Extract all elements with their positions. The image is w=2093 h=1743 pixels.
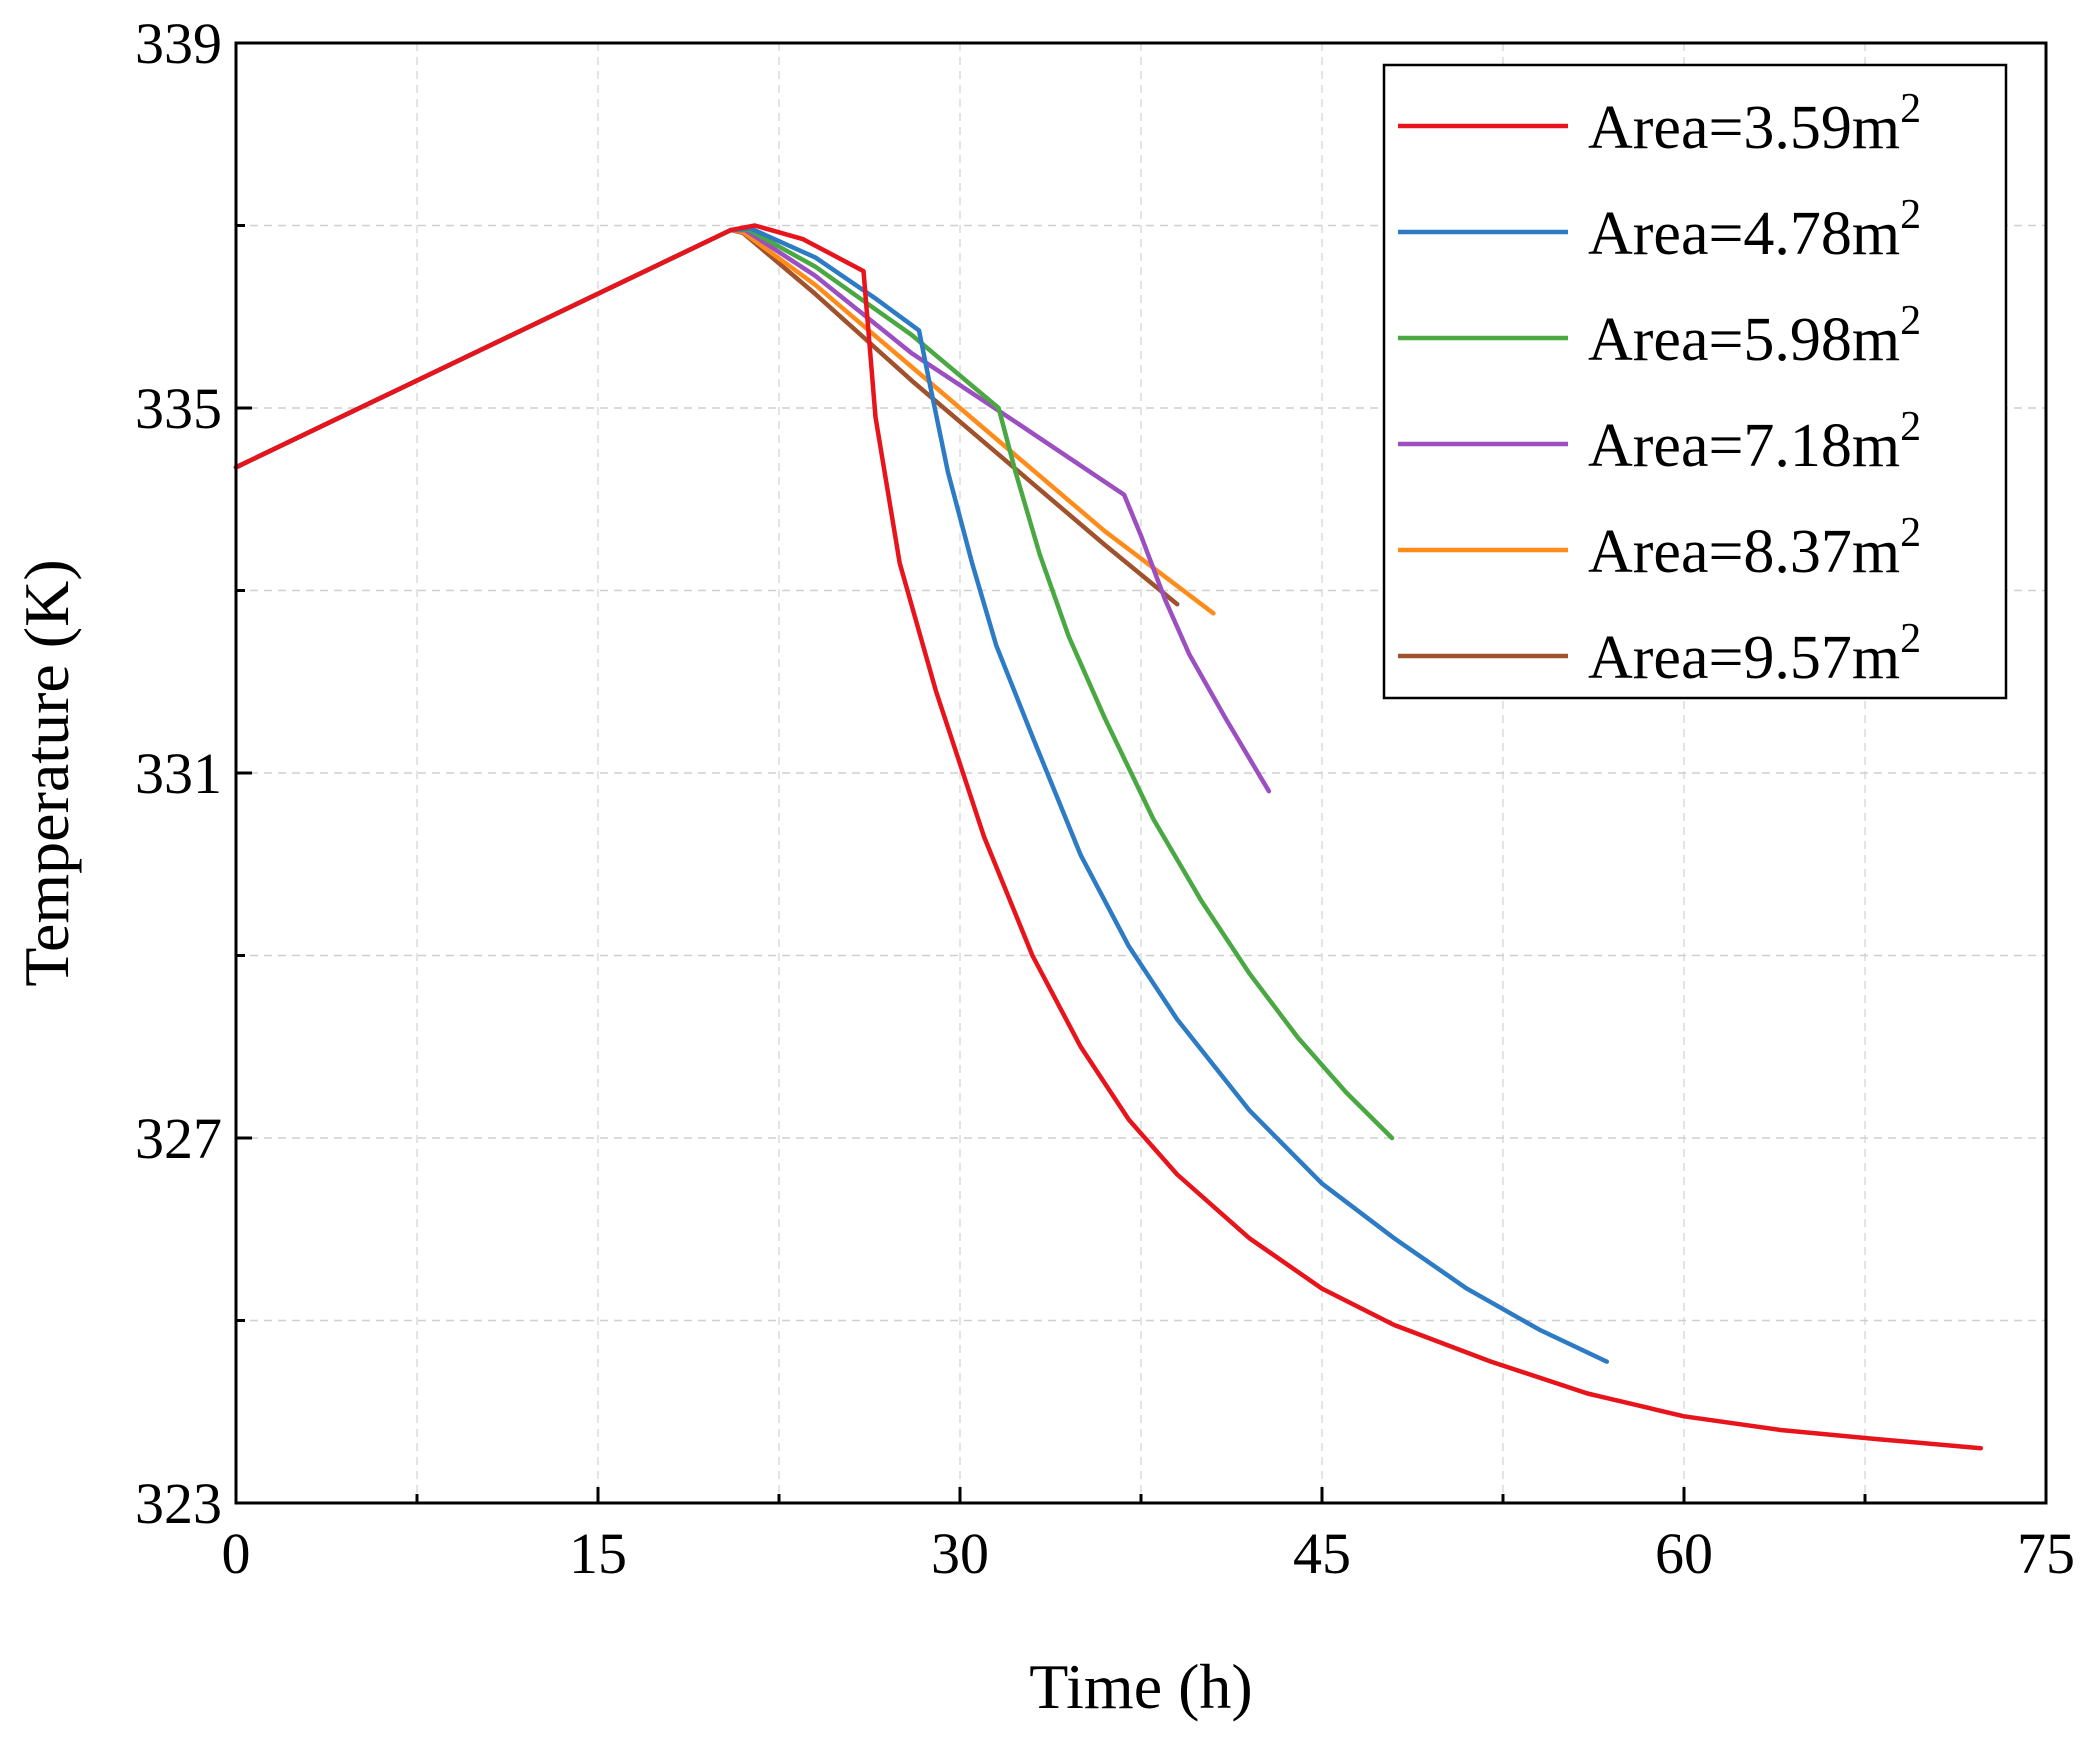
legend-box [1382,63,2008,700]
tick-labels: 0 15 30 45 60 75 323 327 331 335 339 [135,11,2075,1586]
legend: Area=3.59m2 Area=4.78m2 Area=5.98m2 Area=7.… [1382,63,2008,700]
series-line [233,227,1272,794]
legend-label: Area=8.37m2 [1588,510,1921,586]
legend-label: Area=7.18m2 [1588,404,1921,480]
y-tick-label: 339 [135,11,222,76]
x-tick-label: 30 [931,1521,989,1586]
legend-label: Area=4.78m2 [1588,192,1921,268]
x-tick-label: 45 [1293,1521,1351,1586]
axis-ticks [234,41,2048,1505]
series-line [233,226,1395,1141]
y-axis-title: Temperature (K) [11,559,82,986]
x-tick-label: 0 [222,1521,251,1586]
y-tick-label: 335 [135,376,222,441]
x-tick-label: 60 [1655,1521,1713,1586]
x-tick-label: 15 [569,1521,627,1586]
series-line [233,223,1984,1451]
y-tick-label: 327 [135,1106,222,1171]
y-tick-label: 331 [135,741,222,806]
x-axis-title: Time (h) [1029,1651,1252,1722]
y-tick-label: 323 [135,1471,222,1536]
series-line [233,227,1216,616]
legend-label: Area=5.98m2 [1588,298,1921,374]
x-tick-label: 75 [2017,1521,2075,1586]
series-line [233,225,1610,1364]
series-lines [233,223,1984,1451]
legend-label: Area=3.59m2 [1588,86,1921,162]
legend-label: Area=9.57m2 [1588,616,1921,692]
